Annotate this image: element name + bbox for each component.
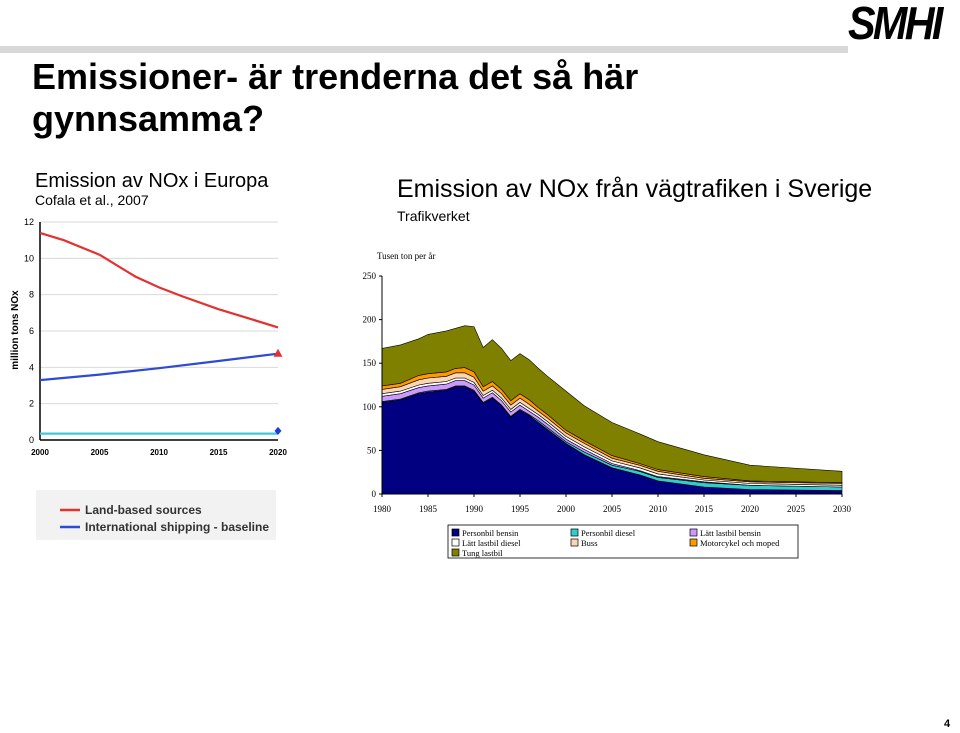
europe-x-tick-label: 2020: [269, 448, 287, 457]
europe-chart-markers: [273, 348, 283, 435]
europe-chart-legend: Land-based sources International shipping…: [36, 490, 276, 540]
sweden-legend-swatch: [451, 538, 460, 547]
sweden-x-tick-label: 1990: [465, 504, 484, 514]
page-number: 4: [944, 718, 951, 730]
sweden-y-tick-label: 250: [363, 271, 377, 281]
sweden-x-tick-label: 2010: [649, 504, 668, 514]
europe-series-line: [39, 231, 279, 329]
sweden-y-tick-label: 50: [367, 445, 377, 455]
sweden-x-tick-label: 2025: [787, 504, 806, 514]
smhi-logo: SMHI: [848, 0, 943, 49]
europe-nox-line-chart: 0 2 4 6 8 10 12 2000 2005 2010 2015 2020 million t…: [10, 217, 287, 540]
europe-x-tick-label: 2010: [150, 448, 168, 457]
europe-chart-y-ticks: 0 2 4 6 8 10 12: [24, 217, 34, 445]
europe-marker-diamond: [274, 426, 282, 435]
sweden-legend-label: Motorcykel och moped: [700, 538, 780, 548]
sweden-x-tick-label: 2005: [603, 504, 622, 514]
europe-chart-lines: [39, 231, 279, 435]
sweden-chart-x-ticks: 1980 1985 1990 1995 2000 2005 2010 2015 2020 2025…: [373, 494, 852, 514]
sweden-x-tick-label: 2000: [557, 504, 576, 514]
sweden-legend-swatch: [570, 528, 579, 537]
right-chart-heading: Emission av NOx från vägtrafiken i Sveri…: [397, 175, 873, 203]
sweden-area-tung-lastbil: [381, 325, 843, 484]
sweden-legend-swatch: [689, 538, 698, 547]
sweden-chart-legend: Personbil bensin Personbil diesel Lätt las…: [447, 524, 799, 559]
europe-y-tick-label: 8: [29, 290, 34, 300]
europe-chart-axes: [39, 222, 278, 441]
sweden-chart-areas: [381, 325, 843, 495]
right-chart-source: Trafikverket: [397, 208, 470, 224]
sweden-legend-swatch: [451, 548, 460, 557]
europe-x-tick-label: 2015: [210, 448, 228, 457]
europe-legend-box: [36, 490, 276, 540]
sweden-legend-label: Buss: [581, 538, 598, 548]
europe-marker-triangle: [273, 348, 283, 357]
europe-chart-x-ticks: 2000 2005 2010 2015 2020: [31, 448, 287, 457]
sweden-legend-box: [447, 524, 799, 559]
europe-y-tick-label: 4: [29, 362, 34, 372]
europe-y-tick-label: 0: [29, 435, 34, 445]
europe-y-tick-label: 10: [24, 253, 34, 263]
sweden-legend-label: Lätt lastbil diesel: [462, 538, 521, 548]
europe-chart-grid: [40, 221, 278, 440]
sweden-chart-y-label: Tusen ton per år: [377, 251, 435, 261]
europe-legend-label: International shipping - baseline: [85, 520, 269, 534]
left-chart-source: Cofala et al., 2007: [35, 192, 149, 208]
sweden-x-tick-label: 2015: [695, 504, 714, 514]
sweden-x-tick-label: 2020: [741, 504, 760, 514]
europe-series-line: [39, 352, 279, 382]
sweden-y-tick-label: 150: [363, 358, 377, 368]
sweden-legend-swatch: [451, 528, 460, 537]
sweden-chart-y-ticks: 0 50 100 150 200 250: [363, 271, 382, 499]
slide-title: Emissioner- är trenderna det så här gynn…: [32, 56, 639, 139]
left-chart-heading: Emission av NOx i Europa: [35, 170, 269, 192]
sweden-y-tick-label: 0: [372, 489, 377, 499]
sweden-y-tick-label: 100: [363, 402, 377, 412]
sweden-legend-swatch: [570, 538, 579, 547]
sweden-legend-label: Personbil diesel: [581, 528, 636, 538]
sweden-legend-label: Personbil bensin: [462, 528, 519, 538]
europe-y-tick-label: 2: [29, 399, 34, 409]
sweden-x-tick-label: 1995: [511, 504, 530, 514]
sweden-y-tick-label: 200: [363, 315, 377, 325]
sweden-x-tick-label: 2030: [833, 504, 852, 514]
sweden-legend-label: Tung lastbil: [462, 548, 503, 558]
europe-chart-y-label: million tons NOx: [10, 290, 21, 370]
europe-y-tick-label: 12: [24, 217, 34, 227]
europe-y-tick-label: 6: [29, 326, 34, 336]
europe-x-tick-label: 2000: [31, 448, 49, 457]
europe-x-tick-label: 2005: [91, 448, 109, 457]
sweden-x-tick-label: 1985: [419, 504, 438, 514]
sweden-x-tick-label: 1980: [373, 504, 392, 514]
sweden-legend-swatch: [689, 528, 698, 537]
europe-legend-label: Land-based sources: [85, 503, 202, 517]
sweden-legend-label: Lätt lastbil bensin: [700, 528, 762, 538]
top-divider-bar: [0, 46, 848, 53]
